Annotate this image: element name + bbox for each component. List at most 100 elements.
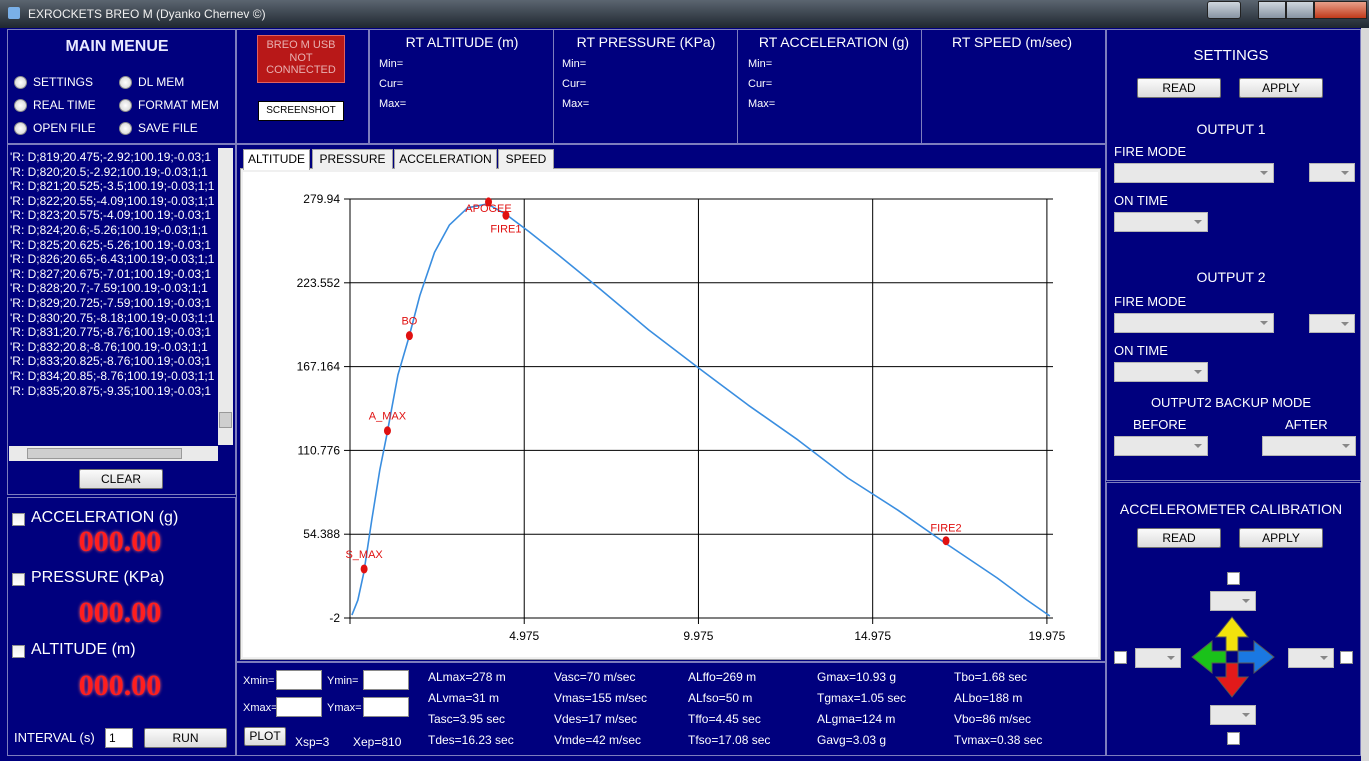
apply-button[interactable]: APPLY [1239, 528, 1323, 548]
tab[interactable]: SPEED [498, 149, 554, 169]
event-label: BO [401, 316, 417, 328]
axis-box[interactable] [1210, 705, 1256, 725]
after-combo[interactable] [1262, 436, 1356, 456]
radio[interactable] [14, 122, 27, 135]
tab[interactable]: ACCELERATION [394, 149, 497, 169]
log-line: 'R: D;823;20.575;-4.09;100.19;-0.03;1 [10, 208, 212, 223]
xmax-input[interactable] [276, 697, 322, 717]
fire-value-box[interactable] [1309, 314, 1355, 333]
log-line: 'R: D;835;20.875;-9.35;100.19;-0.03;1 [10, 383, 212, 398]
screenshot-button[interactable]: SCREENSHOT [258, 101, 344, 121]
log-vscroll[interactable] [218, 148, 233, 445]
menu-option[interactable]: REAL TIME [33, 98, 96, 112]
y-tick-label: -2 [329, 611, 340, 625]
run-button[interactable]: RUN [144, 728, 227, 748]
app-icon [8, 7, 20, 19]
on-time-combo[interactable] [1114, 362, 1208, 382]
stat-text: Vbo=86 m/sec [954, 712, 1032, 726]
axis-box[interactable] [1210, 591, 1256, 611]
clear-button[interactable]: CLEAR [79, 469, 163, 489]
stat-text: Vdes=17 m/sec [554, 712, 638, 726]
menu-option[interactable]: OPEN FILE [33, 121, 96, 135]
y-tick-label: 110.776 [298, 443, 341, 457]
menu-option[interactable]: SAVE FILE [138, 121, 198, 135]
checkbox[interactable] [1227, 732, 1240, 745]
ymax-input[interactable] [363, 697, 409, 717]
menu-option[interactable]: FORMAT MEM [138, 98, 219, 112]
radio[interactable] [14, 76, 27, 89]
tab[interactable]: PRESSURE [312, 149, 393, 169]
event-label: FIRE2 [930, 523, 961, 535]
event-marker [942, 536, 950, 546]
before-combo[interactable] [1114, 436, 1208, 456]
checkbox[interactable] [12, 573, 25, 586]
window-title: EXROCKETS BREO M (Dyanko Chernev ©) [28, 7, 266, 21]
event-label: APOGEE [465, 203, 511, 215]
radio[interactable] [14, 99, 27, 112]
axis-box[interactable] [1288, 648, 1334, 668]
menu-option[interactable]: SETTINGS [33, 75, 94, 89]
checkbox[interactable] [12, 645, 25, 658]
checkbox[interactable] [1340, 651, 1353, 664]
altitude-chart: -2 54.388 110.776 167.164 223.552 279.94 4.975… [243, 172, 1098, 657]
rt-title: RT ACCELERATION (g) [758, 34, 910, 50]
log-list[interactable]: 'R: D;819;20.475;-2.92;100.19;-0.03;1 'R:… [9, 148, 218, 445]
maximize-button[interactable] [1286, 1, 1314, 19]
plot-button[interactable]: PLOT [244, 727, 286, 746]
log-line: 'R: D;832;20.8;-8.76;100.19;-0.03;1;1 [10, 339, 208, 354]
stat-text: Gmax=10.93 g [817, 670, 897, 684]
gauge-label: ACCELERATION (g) [31, 509, 179, 526]
axis-box[interactable] [1135, 648, 1181, 668]
rt-title: RT SPEED (m/sec) [951, 34, 1073, 50]
field-label: ON TIME [1114, 343, 1168, 358]
tab[interactable]: ALTITUDE [243, 149, 310, 170]
arrow-right[interactable] [1237, 639, 1275, 675]
interval-input[interactable]: 1 [105, 728, 133, 748]
menu-option[interactable]: DL MEM [138, 75, 185, 89]
checkbox[interactable] [12, 513, 25, 526]
output-title: OUTPUT 1 [1196, 121, 1266, 137]
log-hscroll-thumb[interactable] [27, 448, 182, 459]
radio[interactable] [119, 76, 132, 89]
radio[interactable] [119, 99, 132, 112]
arrow-up[interactable] [1214, 616, 1250, 652]
stat-text: ALfso=50 m [688, 691, 753, 705]
restore-layout-button[interactable] [1207, 1, 1241, 19]
rt-field: Max= [379, 98, 407, 110]
y-tick-label: 54.388 [303, 527, 340, 541]
arrow-left[interactable] [1191, 639, 1227, 675]
apply-button[interactable]: APPLY [1239, 78, 1323, 98]
log-vscroll-thumb[interactable] [219, 412, 232, 428]
stat-text: Tfso=17.08 sec [688, 733, 771, 747]
on-time-combo[interactable] [1114, 212, 1208, 232]
ymax-label: Ymax= [327, 702, 362, 714]
log-line: 'R: D;828;20.7;-7.59;100.19;-0.03;1;1 [10, 281, 208, 296]
log-line: 'R: D;829;20.725;-7.59;100.19;-0.03;1 [10, 296, 212, 310]
calibration-panel [1106, 482, 1361, 756]
event-label: FIRE1 [490, 223, 521, 235]
stat-text: Tasc=3.95 sec [428, 712, 506, 726]
rt-title: RT ALTITUDE (m) [405, 34, 519, 50]
fire-mode-combo[interactable] [1114, 313, 1274, 333]
read-button[interactable]: READ [1137, 528, 1221, 548]
checkbox[interactable] [1114, 651, 1127, 664]
checkbox[interactable] [1227, 572, 1240, 585]
minimize-button[interactable] [1258, 1, 1286, 19]
close-button[interactable] [1314, 1, 1367, 19]
fire-value-box[interactable] [1309, 163, 1355, 182]
radio[interactable] [119, 122, 132, 135]
gauge-value: 000.00 [78, 525, 162, 558]
arrow-down[interactable] [1214, 662, 1250, 698]
ymin-input[interactable] [363, 670, 409, 690]
log-line: 'R: D;820;20.5;-2.92;100.19;-0.03;1;1 [10, 164, 208, 179]
field-label: BEFORE [1133, 417, 1187, 432]
event-marker [405, 331, 413, 341]
output-title: OUTPUT 2 [1196, 269, 1266, 285]
xmin-input[interactable] [276, 670, 322, 690]
log-line: 'R: D;826;20.65;-6.43;100.19;-0.03;1;1 [10, 252, 215, 267]
read-button[interactable]: READ [1137, 78, 1221, 98]
device-panel [236, 29, 369, 144]
fire-mode-combo[interactable] [1114, 163, 1274, 183]
window-scrollbar[interactable] [1361, 28, 1369, 761]
y-tick-label: 167.164 [297, 360, 341, 374]
